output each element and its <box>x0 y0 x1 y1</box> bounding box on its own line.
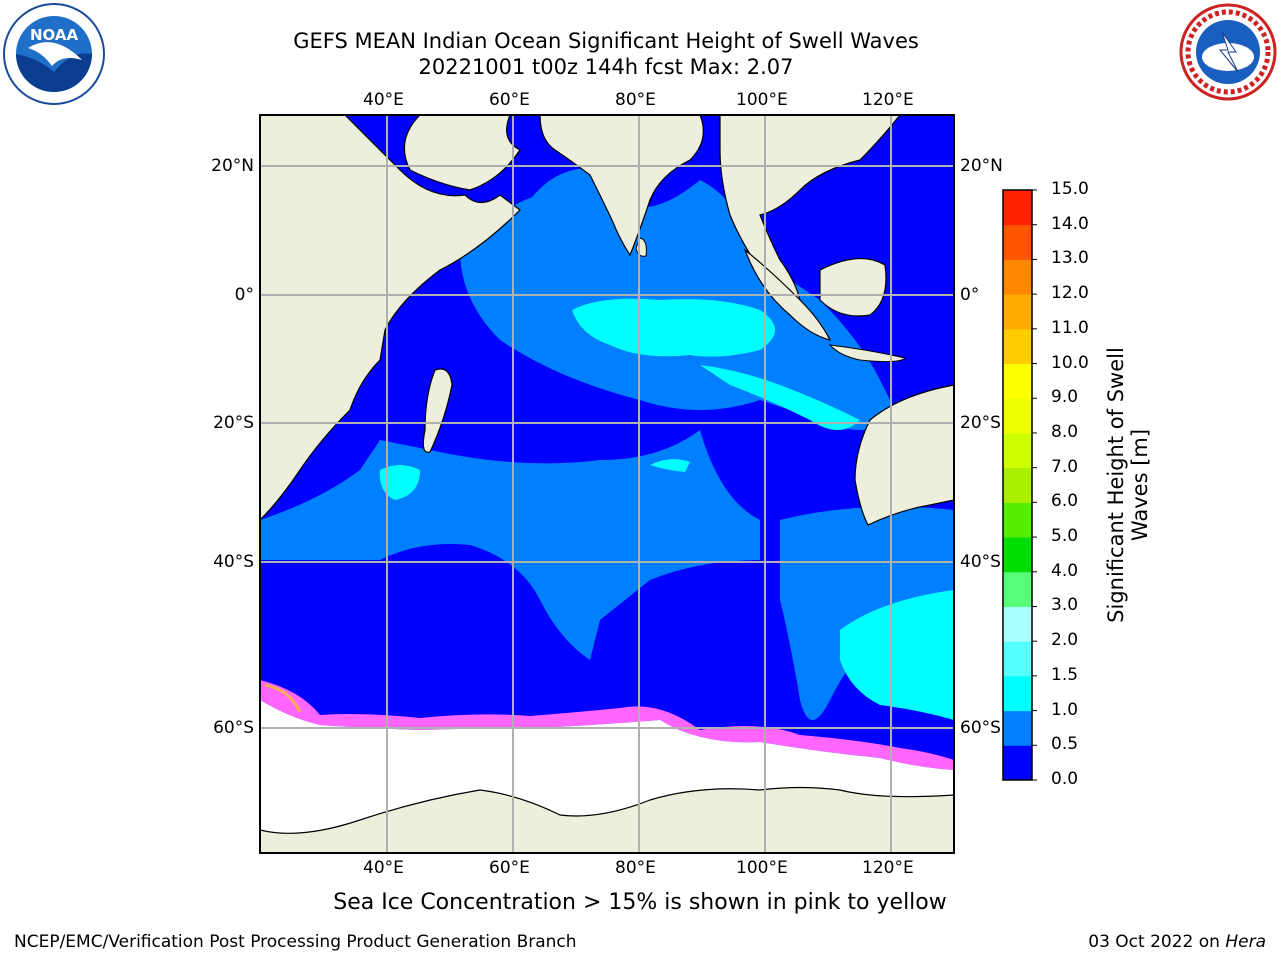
land-arabia <box>403 115 521 191</box>
lon-label-top: 100°E <box>736 90 788 110</box>
sea-ice-fringe <box>264 683 302 713</box>
colorbar-segment <box>1003 294 1032 330</box>
lon-label-top: 80°E <box>615 90 656 110</box>
lat-label-right: 20°S <box>960 413 1001 433</box>
lon-label-bottom: 80°E <box>615 858 656 878</box>
colorbar-tick-label: 14.0 <box>1051 213 1089 234</box>
lon-label-top: 40°E <box>363 90 404 110</box>
colorbar-tick-label: 9.0 <box>1051 387 1079 408</box>
chart-title: GEFS MEAN Indian Ocean Significant Heigh… <box>293 29 919 53</box>
colorbar-label: Significant Height of Swell Waves [m] <box>1104 347 1152 623</box>
lon-label-bottom: 100°E <box>736 858 788 878</box>
nws-logo <box>1179 3 1277 101</box>
colorbar-tick-label: 5.0 <box>1051 526 1079 547</box>
colorbar-tick-label: 0.5 <box>1051 734 1079 755</box>
colorbar-segment <box>1003 571 1032 607</box>
colorbar-segment <box>1003 745 1032 781</box>
lat-label-right: 0° <box>960 285 980 305</box>
colorbar-segment <box>1003 259 1032 295</box>
colorbar-tick-label: 15.0 <box>1051 179 1089 199</box>
gridlines <box>260 115 954 853</box>
sea-ice-caption: Sea Ice Concentration > 15% is shown in … <box>333 890 947 915</box>
colorbar-tick-label: 6.0 <box>1051 491 1079 512</box>
colorbar-tick-label: 3.0 <box>1051 595 1079 616</box>
colorbar-segment <box>1003 190 1032 226</box>
colorbar-segment <box>1003 363 1032 399</box>
colorbar-segment <box>1003 606 1032 642</box>
land-madagascar <box>422 368 453 453</box>
colorbar-segment <box>1003 398 1032 434</box>
footer-date-text: 03 Oct 2022 on <box>1088 932 1226 952</box>
map-frame <box>259 114 955 854</box>
colorbar-tick-label: 10.0 <box>1051 352 1089 373</box>
svg-text:NOAA: NOAA <box>30 26 79 44</box>
chart-subtitle: 20221001 t00z 144h fcst Max: 2.07 <box>418 55 794 79</box>
colorbar-segment <box>1003 710 1032 746</box>
lon-label-top: 60°E <box>489 90 530 110</box>
sea-ice-edge <box>260 680 954 770</box>
colorbar-tick-label: 4.0 <box>1051 560 1079 581</box>
land-borneo <box>819 257 887 317</box>
lon-label-bottom: 120°E <box>862 858 914 878</box>
colorbar-segment <box>1003 537 1032 573</box>
land-india <box>539 115 704 257</box>
colorbar-tick-label: 0.0 <box>1051 769 1079 789</box>
colorbar-segment <box>1003 328 1032 365</box>
lon-label-bottom: 40°E <box>363 858 404 878</box>
colorbar-segment <box>1003 675 1032 712</box>
lat-label-left: 20°S <box>213 413 254 433</box>
colorbar-segment <box>1003 502 1032 538</box>
colorbar-tick-label: 12.0 <box>1051 283 1089 304</box>
lon-label-top: 120°E <box>862 90 914 110</box>
footer-host: Hera <box>1225 932 1266 952</box>
colorbar-segment <box>1003 467 1032 503</box>
colorbar-tick-label: 2.0 <box>1051 630 1079 651</box>
lat-label-left: 40°S <box>213 552 254 572</box>
colorbar-segment <box>1003 641 1032 677</box>
land-africa <box>260 115 521 521</box>
colorbar-tick-label: 8.0 <box>1051 421 1079 442</box>
colorbar-segment <box>1003 224 1032 260</box>
footer-date: 03 Oct 2022 on Hera <box>1088 932 1266 952</box>
lon-label-bottom: 60°E <box>489 858 530 878</box>
lat-label-left: 20°N <box>211 156 254 176</box>
land-australia <box>854 384 954 526</box>
antarctica <box>260 786 954 853</box>
colorbar-tick-label: 1.5 <box>1051 664 1079 685</box>
colorbar-tick-label: 11.0 <box>1051 317 1089 338</box>
colorbar-tick-label: 13.0 <box>1051 248 1089 269</box>
lat-label-right: 60°S <box>960 718 1001 738</box>
colorbar-tick-label: 7.0 <box>1051 456 1079 477</box>
noaa-logo: NOAA <box>3 3 105 105</box>
land-java <box>828 344 906 363</box>
colorbar-frame <box>1002 189 1033 781</box>
lat-label-right: 40°S <box>960 552 1001 572</box>
lat-label-right: 20°N <box>960 156 1003 176</box>
colorbar-tick-label: 1.0 <box>1051 699 1079 720</box>
lat-label-left: 60°S <box>213 718 254 738</box>
lat-label-left: 0° <box>234 285 254 305</box>
colorbar <box>1002 189 1037 781</box>
colorbar-segment <box>1003 432 1032 469</box>
footer-credit: NCEP/EMC/Verification Post Processing Pr… <box>14 932 577 952</box>
swell-band-10-15 <box>379 298 954 720</box>
